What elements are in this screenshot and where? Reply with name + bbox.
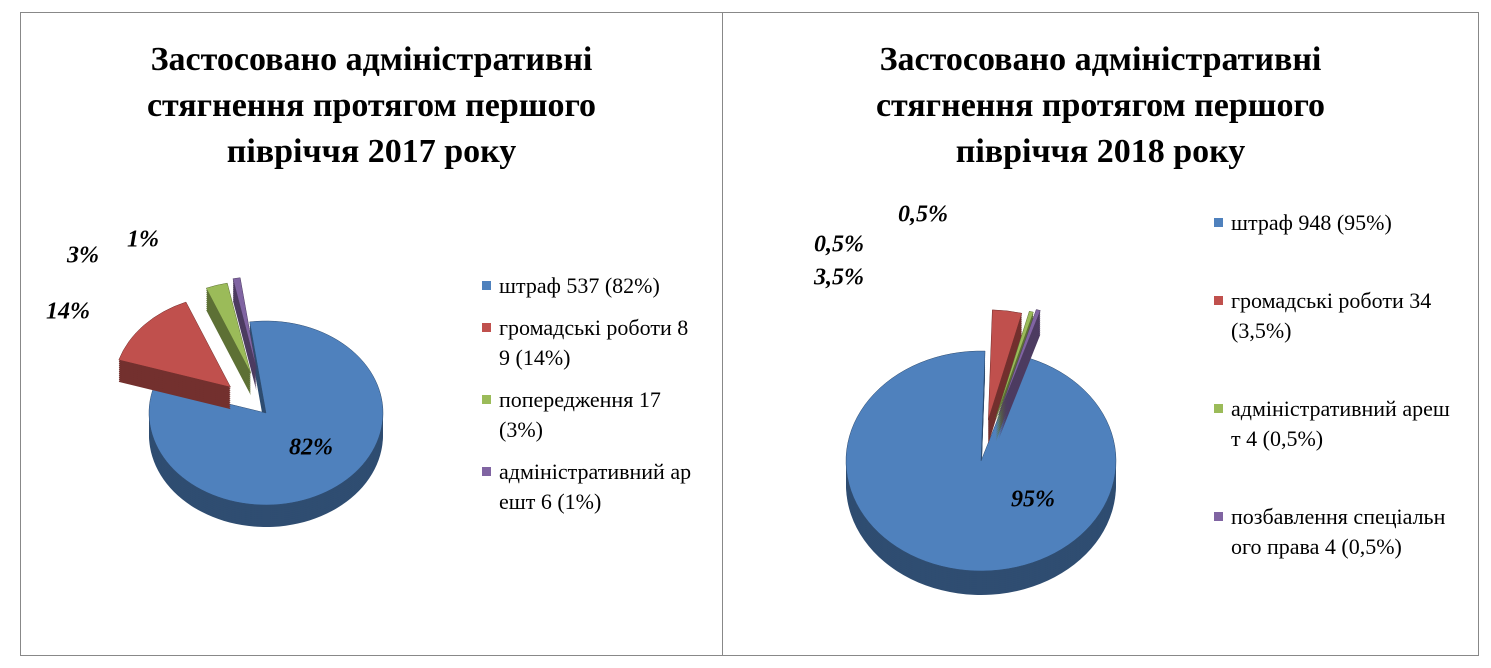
slice-side xyxy=(998,317,1041,424)
legend-label: громадські роботи 89 (14%) xyxy=(499,315,689,370)
slice-side xyxy=(232,289,257,381)
legend-marker xyxy=(1214,512,1223,521)
legend-label: позбавлення спеціального права 4 (0,5%) xyxy=(1231,504,1446,559)
slice-top xyxy=(988,309,1023,420)
slice-side xyxy=(232,281,257,373)
slice-side xyxy=(998,311,1041,418)
legend-label: штраф 537 (82%) xyxy=(499,273,660,298)
data-label: 0,5% xyxy=(898,202,948,228)
slice-side xyxy=(998,329,1041,436)
legend-item: адміністративний арешт 6 (1%) xyxy=(479,457,694,517)
chart-title: Застосовано адміністративні стягнення пр… xyxy=(875,41,1326,170)
data-label: 3,5% xyxy=(813,265,864,291)
legend-marker xyxy=(482,467,491,476)
pie-slice xyxy=(988,309,1023,444)
legend-item: громадські роботи 89 (14%) xyxy=(479,313,694,373)
data-label: 1% xyxy=(127,227,159,253)
slice-side xyxy=(998,313,1041,420)
slice-side xyxy=(232,279,257,371)
pie-chart: 95% 3,5% 0,5% 0,5% xyxy=(813,202,1117,595)
pie-slice xyxy=(118,301,232,410)
legend-item: штраф 948 (95%) xyxy=(1211,208,1451,238)
chart-panel: 95% 3,5% 0,5% 0,5% Застосовано адміністрати… xyxy=(722,12,1479,656)
data-label: 0,5% xyxy=(814,232,864,258)
slice-top xyxy=(205,282,252,374)
data-label: 82% xyxy=(289,435,333,461)
slice-side xyxy=(998,321,1041,428)
slice-side xyxy=(232,293,257,385)
chart-panel: 82% 14% 3% 1% Застосовано адміністративні с… xyxy=(20,12,723,656)
slice-side xyxy=(232,285,257,377)
legend: штраф 537 (82%) громадські роботи 89 (14%… xyxy=(479,271,694,529)
slice-side xyxy=(232,287,257,379)
slice-side xyxy=(232,291,257,383)
legend-label: штраф 948 (95%) xyxy=(1231,210,1392,235)
slice-side xyxy=(232,283,257,375)
slice-top xyxy=(998,309,1041,416)
legend: штраф 948 (95%) громадські роботи 34 (3,5… xyxy=(1211,208,1451,610)
legend-marker xyxy=(1214,404,1223,413)
chart-title: Застосовано адміністративні стягнення пр… xyxy=(146,41,597,170)
slice-side xyxy=(995,313,1034,420)
slice-side xyxy=(998,327,1041,434)
legend-label: адміністративний арешт 6 (1%) xyxy=(499,459,692,514)
pie-slice xyxy=(205,282,252,396)
legend-label: громадські роботи 34 (3,5%) xyxy=(1231,288,1432,343)
legend-item: позбавлення спеціального права 4 (0,5%) xyxy=(1211,502,1451,562)
slice-top xyxy=(118,301,232,388)
legend-label: адміністративний арешт 4 (0,5%) xyxy=(1231,396,1450,451)
slice-side xyxy=(998,331,1041,438)
data-label: 14% xyxy=(46,299,90,325)
slice-side xyxy=(232,299,257,391)
slice-side xyxy=(998,319,1041,426)
slice-top xyxy=(845,350,1117,572)
legend-marker xyxy=(482,395,491,404)
slice-side xyxy=(998,333,1041,440)
pie-slice xyxy=(232,277,257,391)
legend-marker xyxy=(1214,218,1223,227)
pie-slice xyxy=(148,320,384,527)
slice-side xyxy=(232,297,257,389)
slice-side xyxy=(998,315,1041,422)
legend-marker xyxy=(482,281,491,290)
slice-side xyxy=(232,295,257,387)
legend-marker xyxy=(482,323,491,332)
legend-item: адміністративний арешт 4 (0,5%) xyxy=(1211,394,1451,454)
slice-side xyxy=(998,325,1041,432)
legend-marker xyxy=(1214,296,1223,305)
slice-top xyxy=(148,320,384,506)
slice-top xyxy=(232,277,257,369)
legend-item: штраф 537 (82%) xyxy=(479,271,694,301)
legend-label: попередження 17 (3%) xyxy=(499,387,661,442)
pie-slice xyxy=(998,309,1041,440)
slice-side xyxy=(995,315,1034,422)
pie-slice xyxy=(845,350,1117,595)
data-label: 95% xyxy=(1011,487,1055,513)
legend-item: громадські роботи 34 (3,5%) xyxy=(1211,286,1451,346)
data-label: 3% xyxy=(66,243,99,269)
legend-item: попередження 17 (3%) xyxy=(479,385,694,445)
slice-side xyxy=(998,323,1041,430)
slice-top xyxy=(995,310,1034,418)
pie-chart: 82% 14% 3% 1% xyxy=(46,227,384,527)
